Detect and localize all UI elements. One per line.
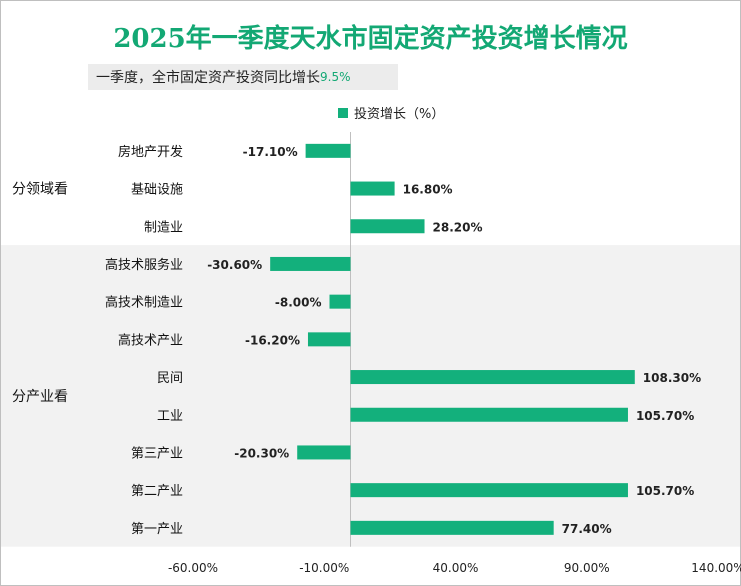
bar bbox=[270, 256, 351, 271]
value-label: 105.70% bbox=[636, 484, 694, 498]
value-label: 105.70% bbox=[636, 409, 694, 423]
category-label: 高技术产业 bbox=[118, 332, 183, 348]
bar bbox=[350, 370, 635, 385]
bar bbox=[297, 445, 351, 460]
summary-text: 一季度，全市固定资产投资同比增长 bbox=[96, 70, 320, 86]
bar bbox=[307, 332, 351, 347]
category-label: 房地产开发 bbox=[118, 144, 183, 160]
x-tick-label: 90.00% bbox=[564, 561, 610, 575]
value-label: 16.80% bbox=[403, 183, 453, 197]
group-label: 分领域看 bbox=[12, 182, 68, 198]
bar bbox=[350, 181, 395, 196]
value-label: -8.00% bbox=[275, 296, 322, 310]
legend-swatch bbox=[338, 108, 348, 118]
x-tick-label: 40.00% bbox=[433, 561, 479, 575]
bar bbox=[350, 407, 628, 422]
value-label: -17.10% bbox=[243, 145, 298, 159]
category-label: 高技术服务业 bbox=[105, 257, 183, 273]
value-label: -30.60% bbox=[207, 258, 262, 272]
category-label: 第二产业 bbox=[131, 484, 183, 499]
category-label: 高技术制造业 bbox=[105, 295, 183, 311]
x-tick-label: 140.00% bbox=[691, 561, 741, 575]
chart-title: 2025年一季度天水市固定资产投资增长情况 bbox=[113, 24, 628, 54]
category-label: 工业 bbox=[157, 409, 183, 424]
category-label: 制造业 bbox=[144, 220, 183, 235]
value-label: 108.30% bbox=[643, 371, 701, 385]
legend-label: 投资增长（%） bbox=[354, 106, 444, 122]
bar bbox=[350, 520, 554, 535]
bar bbox=[329, 294, 351, 309]
value-label: 77.40% bbox=[562, 522, 612, 536]
group-band bbox=[1, 245, 740, 547]
category-label: 民间 bbox=[157, 371, 183, 386]
category-label: 第三产业 bbox=[131, 446, 183, 461]
value-label: -16.20% bbox=[245, 333, 300, 347]
summary-value: 9.5% bbox=[320, 70, 351, 84]
value-label: 28.20% bbox=[433, 220, 483, 234]
category-label: 基础设施 bbox=[131, 183, 183, 198]
bar bbox=[350, 219, 425, 234]
category-label: 第一产业 bbox=[131, 522, 183, 537]
x-tick-label: -60.00% bbox=[168, 561, 218, 575]
x-tick-label: -10.00% bbox=[299, 561, 349, 575]
bar bbox=[350, 483, 628, 498]
bar bbox=[305, 143, 351, 158]
group-label: 分产业看 bbox=[12, 389, 68, 405]
summary-box: 一季度，全市固定资产投资同比增长 9.5% bbox=[88, 64, 398, 90]
value-label: -20.30% bbox=[234, 446, 289, 460]
